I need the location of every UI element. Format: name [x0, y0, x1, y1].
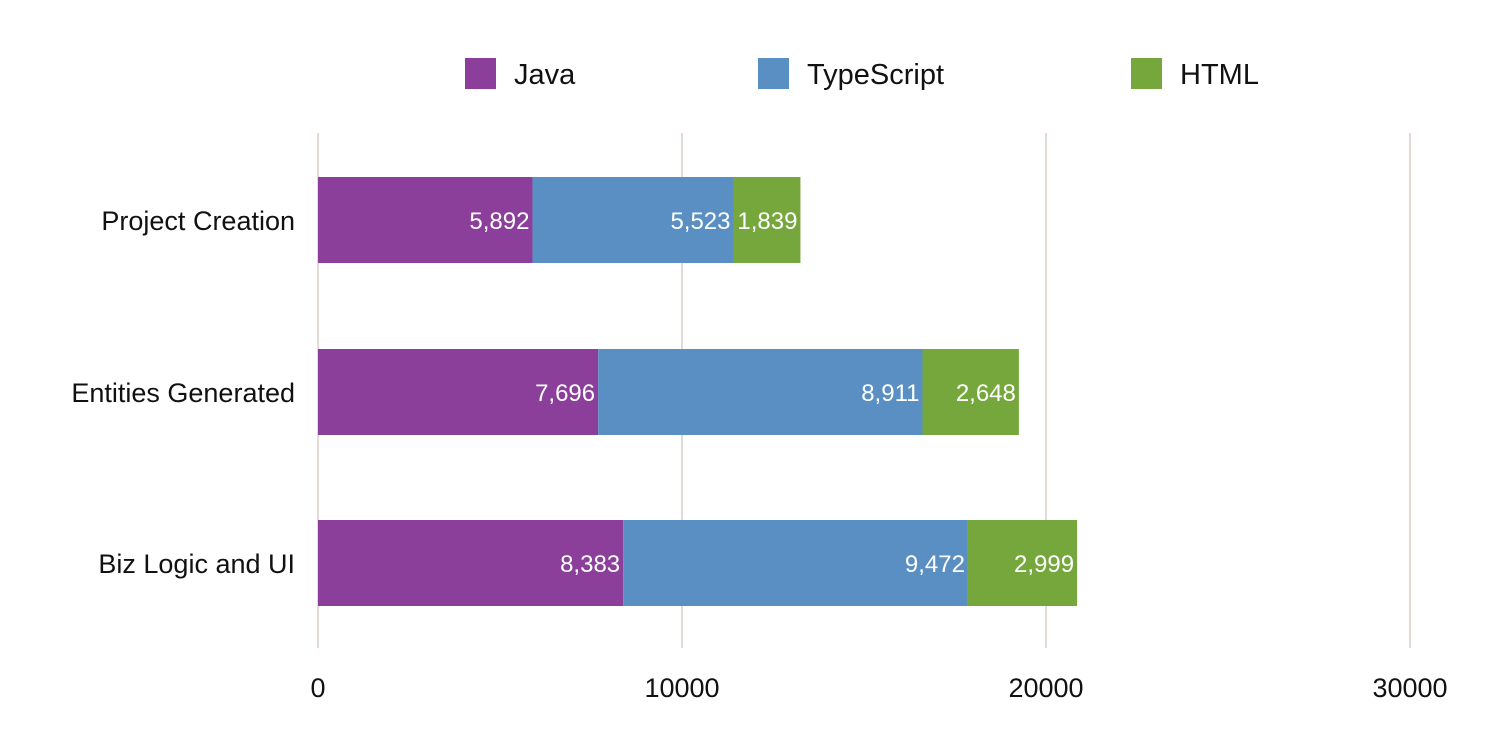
category-labels: Project Creation Entities Generated Biz Lo… — [71, 206, 295, 579]
legend-swatch — [1131, 58, 1162, 89]
legend: Java TypeScript HTML — [465, 58, 1259, 91]
legend-swatch — [758, 58, 789, 89]
data-label: 5,892 — [469, 208, 529, 235]
x-axis-ticks: 0 10000 20000 30000 — [310, 673, 1447, 703]
legend-swatch — [465, 58, 496, 89]
bar-segment — [318, 349, 599, 435]
data-label: 2,648 — [956, 380, 1016, 407]
data-label: 7,696 — [535, 380, 595, 407]
bar-segment — [967, 520, 1078, 606]
data-label: 1,839 — [737, 208, 797, 235]
bar-segment — [318, 520, 624, 606]
data-label: 5,523 — [670, 208, 730, 235]
category-label: Project Creation — [101, 206, 295, 236]
bar-segment — [733, 177, 801, 263]
bar-segment — [922, 349, 1019, 435]
data-label: 8,911 — [861, 380, 919, 407]
data-labels: 5,892 5,523 1,839 7,696 8,911 2,648 8,383 9,472… — [469, 208, 1074, 578]
bars — [318, 177, 1078, 606]
legend-label: HTML — [1180, 59, 1259, 91]
bar-segment — [623, 520, 968, 606]
data-label: 2,999 — [1014, 551, 1074, 578]
bar-segment — [598, 349, 923, 435]
x-tick-label: 30000 — [1372, 673, 1447, 703]
data-label: 9,472 — [905, 551, 965, 578]
category-label: Entities Generated — [71, 378, 295, 408]
bar-segment — [318, 177, 533, 263]
legend-label: Java — [514, 59, 576, 91]
x-tick-label: 20000 — [1008, 673, 1083, 703]
bar-segment — [532, 177, 734, 263]
data-label: 8,383 — [560, 551, 620, 578]
x-tick-label: 10000 — [644, 673, 719, 703]
legend-label: TypeScript — [807, 59, 944, 91]
category-label: Biz Logic and UI — [98, 549, 295, 579]
x-tick-label: 0 — [310, 673, 325, 703]
